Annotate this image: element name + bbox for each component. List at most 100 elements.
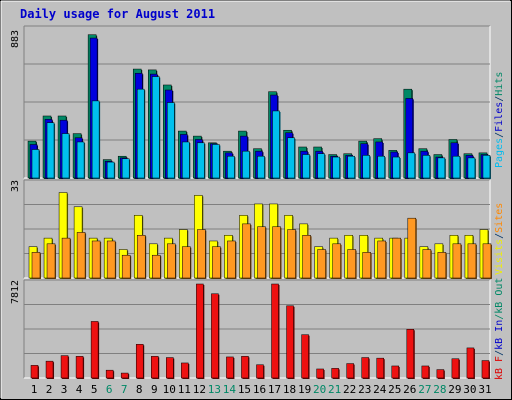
bar-sites-day-22 xyxy=(347,249,356,279)
bar-pages-day-23 xyxy=(362,155,370,179)
bar-kbytes-day-15 xyxy=(241,356,249,379)
x-tick-label: 23 xyxy=(358,383,371,396)
legend-kbytes: kB F/kB In/kB Out xyxy=(494,278,505,380)
bar-pages-day-22 xyxy=(347,155,355,179)
bar-sites-day-14 xyxy=(227,240,236,279)
bar-sites-day-4 xyxy=(76,232,86,279)
legend-part: Files xyxy=(494,102,505,132)
x-tick-label: 2 xyxy=(46,383,53,396)
legend-part: / xyxy=(494,96,505,102)
bar-kbytes-day-3 xyxy=(60,355,69,379)
bar-sites-day-29 xyxy=(452,243,462,279)
x-tick-label: 28 xyxy=(433,383,446,396)
bar-sites-day-19 xyxy=(302,235,311,279)
bar-sites-day-20 xyxy=(317,249,326,279)
bar-sites-day-8 xyxy=(136,235,146,279)
bar-pages-day-14 xyxy=(227,155,235,179)
bar-sites-day-11 xyxy=(182,246,191,279)
legend-part: kB F xyxy=(494,356,505,380)
bar-kbytes-day-20 xyxy=(316,368,324,379)
x-tick-label: 4 xyxy=(76,383,83,396)
bar-kbytes-day-28 xyxy=(436,369,445,379)
x-tick-label: 12 xyxy=(193,383,206,396)
legend-part: / xyxy=(494,350,505,356)
x-tick-label: 13 xyxy=(208,383,221,396)
bar-pages-day-5 xyxy=(91,100,100,179)
bar-pages-day-12 xyxy=(197,142,205,179)
bar-pages-day-4 xyxy=(76,141,85,179)
bar-pages-day-3 xyxy=(61,133,70,179)
bar-sites-day-15 xyxy=(242,223,251,279)
legend-part: Visits xyxy=(494,239,505,275)
x-tick-label: 26 xyxy=(403,383,416,396)
bar-sites-day-28 xyxy=(437,252,447,279)
bar-sites-day-7 xyxy=(121,254,131,279)
x-tick-label: 1 xyxy=(31,383,38,396)
bar-sites-day-17 xyxy=(272,226,281,279)
x-tick-label: 16 xyxy=(253,383,266,396)
x-tick-label: 15 xyxy=(238,383,251,396)
bar-kbytes-day-14 xyxy=(226,356,234,379)
bar-kbytes-day-5 xyxy=(90,321,99,379)
bar-sites-day-6 xyxy=(106,240,116,279)
legend-part: Pages xyxy=(494,138,505,168)
x-tick-label: 18 xyxy=(283,383,296,396)
legend-part: Sites xyxy=(494,203,505,233)
bar-kbytes-day-18 xyxy=(286,305,294,379)
x-tick-label: 9 xyxy=(151,383,158,396)
bar-pages-day-2 xyxy=(46,122,55,179)
panel-top-ymax-label: 883 xyxy=(10,30,21,48)
legend-part: kB Out xyxy=(494,278,505,314)
bar-pages-day-28 xyxy=(437,157,446,179)
legend-part: / xyxy=(494,132,505,138)
bar-pages-day-27 xyxy=(422,155,431,179)
x-tick-label: 19 xyxy=(298,383,311,396)
x-tick-label: 20 xyxy=(313,383,326,396)
bar-kbytes-day-16 xyxy=(256,364,264,379)
bar-pages-day-18 xyxy=(287,137,295,179)
bar-sites-day-10 xyxy=(167,243,176,279)
bar-sites-day-3 xyxy=(61,237,71,279)
bar-kbytes-day-2 xyxy=(45,360,54,379)
x-tick-label: 25 xyxy=(388,383,401,396)
x-tick-label: 29 xyxy=(448,383,461,396)
bar-kbytes-day-1 xyxy=(30,365,39,379)
bar-kbytes-day-9 xyxy=(151,356,159,379)
chart-title: Daily usage for August 2011 xyxy=(20,7,215,21)
bar-kbytes-day-26 xyxy=(406,329,415,379)
bar-sites-day-23 xyxy=(362,252,371,279)
bar-sites-day-9 xyxy=(152,254,161,279)
x-tick-label: 11 xyxy=(178,383,191,396)
x-tick-label: 30 xyxy=(463,383,476,396)
bar-kbytes-day-21 xyxy=(331,368,339,379)
x-tick-label: 6 xyxy=(106,383,113,396)
bar-kbytes-day-7 xyxy=(120,372,129,379)
bar-pages-day-20 xyxy=(317,153,325,179)
x-tick-label: 22 xyxy=(343,383,356,396)
x-tick-label: 8 xyxy=(136,383,143,396)
bar-kbytes-day-30 xyxy=(466,347,475,379)
bar-sites-day-16 xyxy=(257,226,266,279)
panel-middle-ymax-label: 33 xyxy=(10,180,21,192)
x-tick-label: 21 xyxy=(328,383,341,396)
bar-pages-day-15 xyxy=(242,150,250,179)
bar-sites-day-13 xyxy=(212,246,221,279)
bar-kbytes-day-13 xyxy=(211,293,219,379)
bar-kbytes-day-25 xyxy=(391,365,400,379)
legend-part: kB In xyxy=(494,320,505,350)
bar-pages-day-31 xyxy=(482,155,491,179)
bar-sites-day-25 xyxy=(392,237,402,279)
bar-pages-day-17 xyxy=(272,110,280,179)
bar-kbytes-day-31 xyxy=(481,360,490,379)
x-tick-label: 27 xyxy=(418,383,431,396)
x-tick-label: 7 xyxy=(121,383,128,396)
bar-pages-day-29 xyxy=(452,155,461,179)
bar-sites-day-18 xyxy=(287,229,296,279)
bar-pages-day-24 xyxy=(377,155,385,179)
bar-sites-day-12 xyxy=(197,229,206,279)
bar-pages-day-16 xyxy=(257,155,265,179)
bar-kbytes-day-10 xyxy=(166,357,174,379)
x-tick-label: 14 xyxy=(223,383,237,396)
bar-pages-day-19 xyxy=(302,154,310,179)
